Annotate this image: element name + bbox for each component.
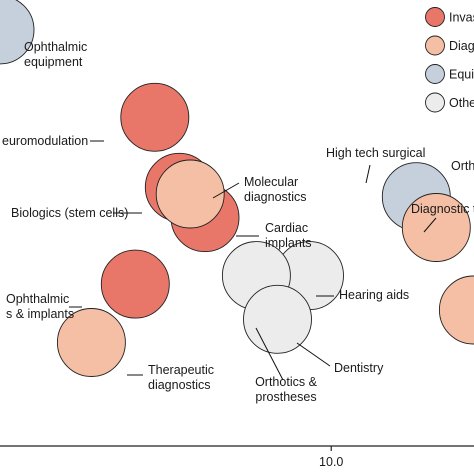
- legend-label-invasive: Invas: [449, 11, 474, 25]
- legend-label-other: Othe: [449, 96, 474, 110]
- legend-label-equipment: Equi: [449, 68, 474, 82]
- bubble-label-neuromodulation: euromodulation: [2, 134, 88, 148]
- bubble-label-molecular-diagnostics: Molecular diagnostics: [244, 175, 307, 204]
- leader-line-high-tech-surgical: [365, 164, 371, 184]
- bubble-dentistry: [243, 284, 312, 354]
- bubble-ophthalmic-drugs-implants: [100, 249, 170, 319]
- bubble-molecular-diagnostics: [155, 159, 225, 229]
- bubble-label-hearing-aids: Hearing aids: [339, 288, 409, 302]
- bubble-diagnostic: [401, 193, 471, 262]
- bubble-therapeutic-diagnostics: [56, 308, 126, 377]
- bubble-labels-layer: Ophthalmic equipment euromodulation Cardiac…: [2, 40, 474, 404]
- legend-label-diagnostic: Diagn: [449, 39, 474, 53]
- bubble-label-ophthalmic-drugs-implants: Ophthalmic s & implants: [6, 292, 74, 321]
- bubble-label-orthotics-prostheses: Orthotics & prostheses: [255, 375, 317, 404]
- bubble-ophthalmic-equipment: [0, 0, 35, 65]
- leader-line-dentistry: [296, 342, 331, 367]
- bubble-label-diagnostic: Diagnostic t: [411, 202, 474, 216]
- leader-line-diagnostic: [423, 217, 437, 233]
- bubble-label-ophthalmic-equipment: Ophthalmic equipment: [24, 40, 87, 69]
- legend-swatch-equipment: [425, 64, 445, 84]
- bubble-label-therapeutic-diagnostics: Therapeutic diagnostics: [148, 363, 214, 392]
- leader-line-molecular-diagnostics: [212, 182, 240, 199]
- legend-swatch-invasive: [425, 7, 445, 27]
- legend-swatch-other: [425, 92, 445, 113]
- bubble-label-dentistry: Dentistry: [334, 361, 384, 375]
- bubble-label-biologics-stem-cells: Biologics (stem cells): [11, 206, 128, 220]
- bubbles-layer: [0, 0, 474, 377]
- bubble-label-ortho: Orth: [451, 159, 474, 173]
- legend-swatch-diagnostic: [425, 35, 445, 56]
- bubble-label-cardiac-implants: Cardiac implants: [265, 221, 312, 250]
- bubble-neuromodulation: [120, 82, 190, 152]
- bubble-label-high-tech-surgical: High tech surgical: [326, 146, 425, 160]
- leader-line-orthotics-prostheses: [255, 327, 284, 381]
- x-tick-label: 10.0: [319, 455, 343, 469]
- legend: Invas Diagn Equi Othe: [425, 7, 474, 113]
- x-axis: 10.0: [0, 445, 474, 469]
- bubble-ortho: [438, 275, 474, 345]
- leader-lines-layer: [69, 140, 437, 381]
